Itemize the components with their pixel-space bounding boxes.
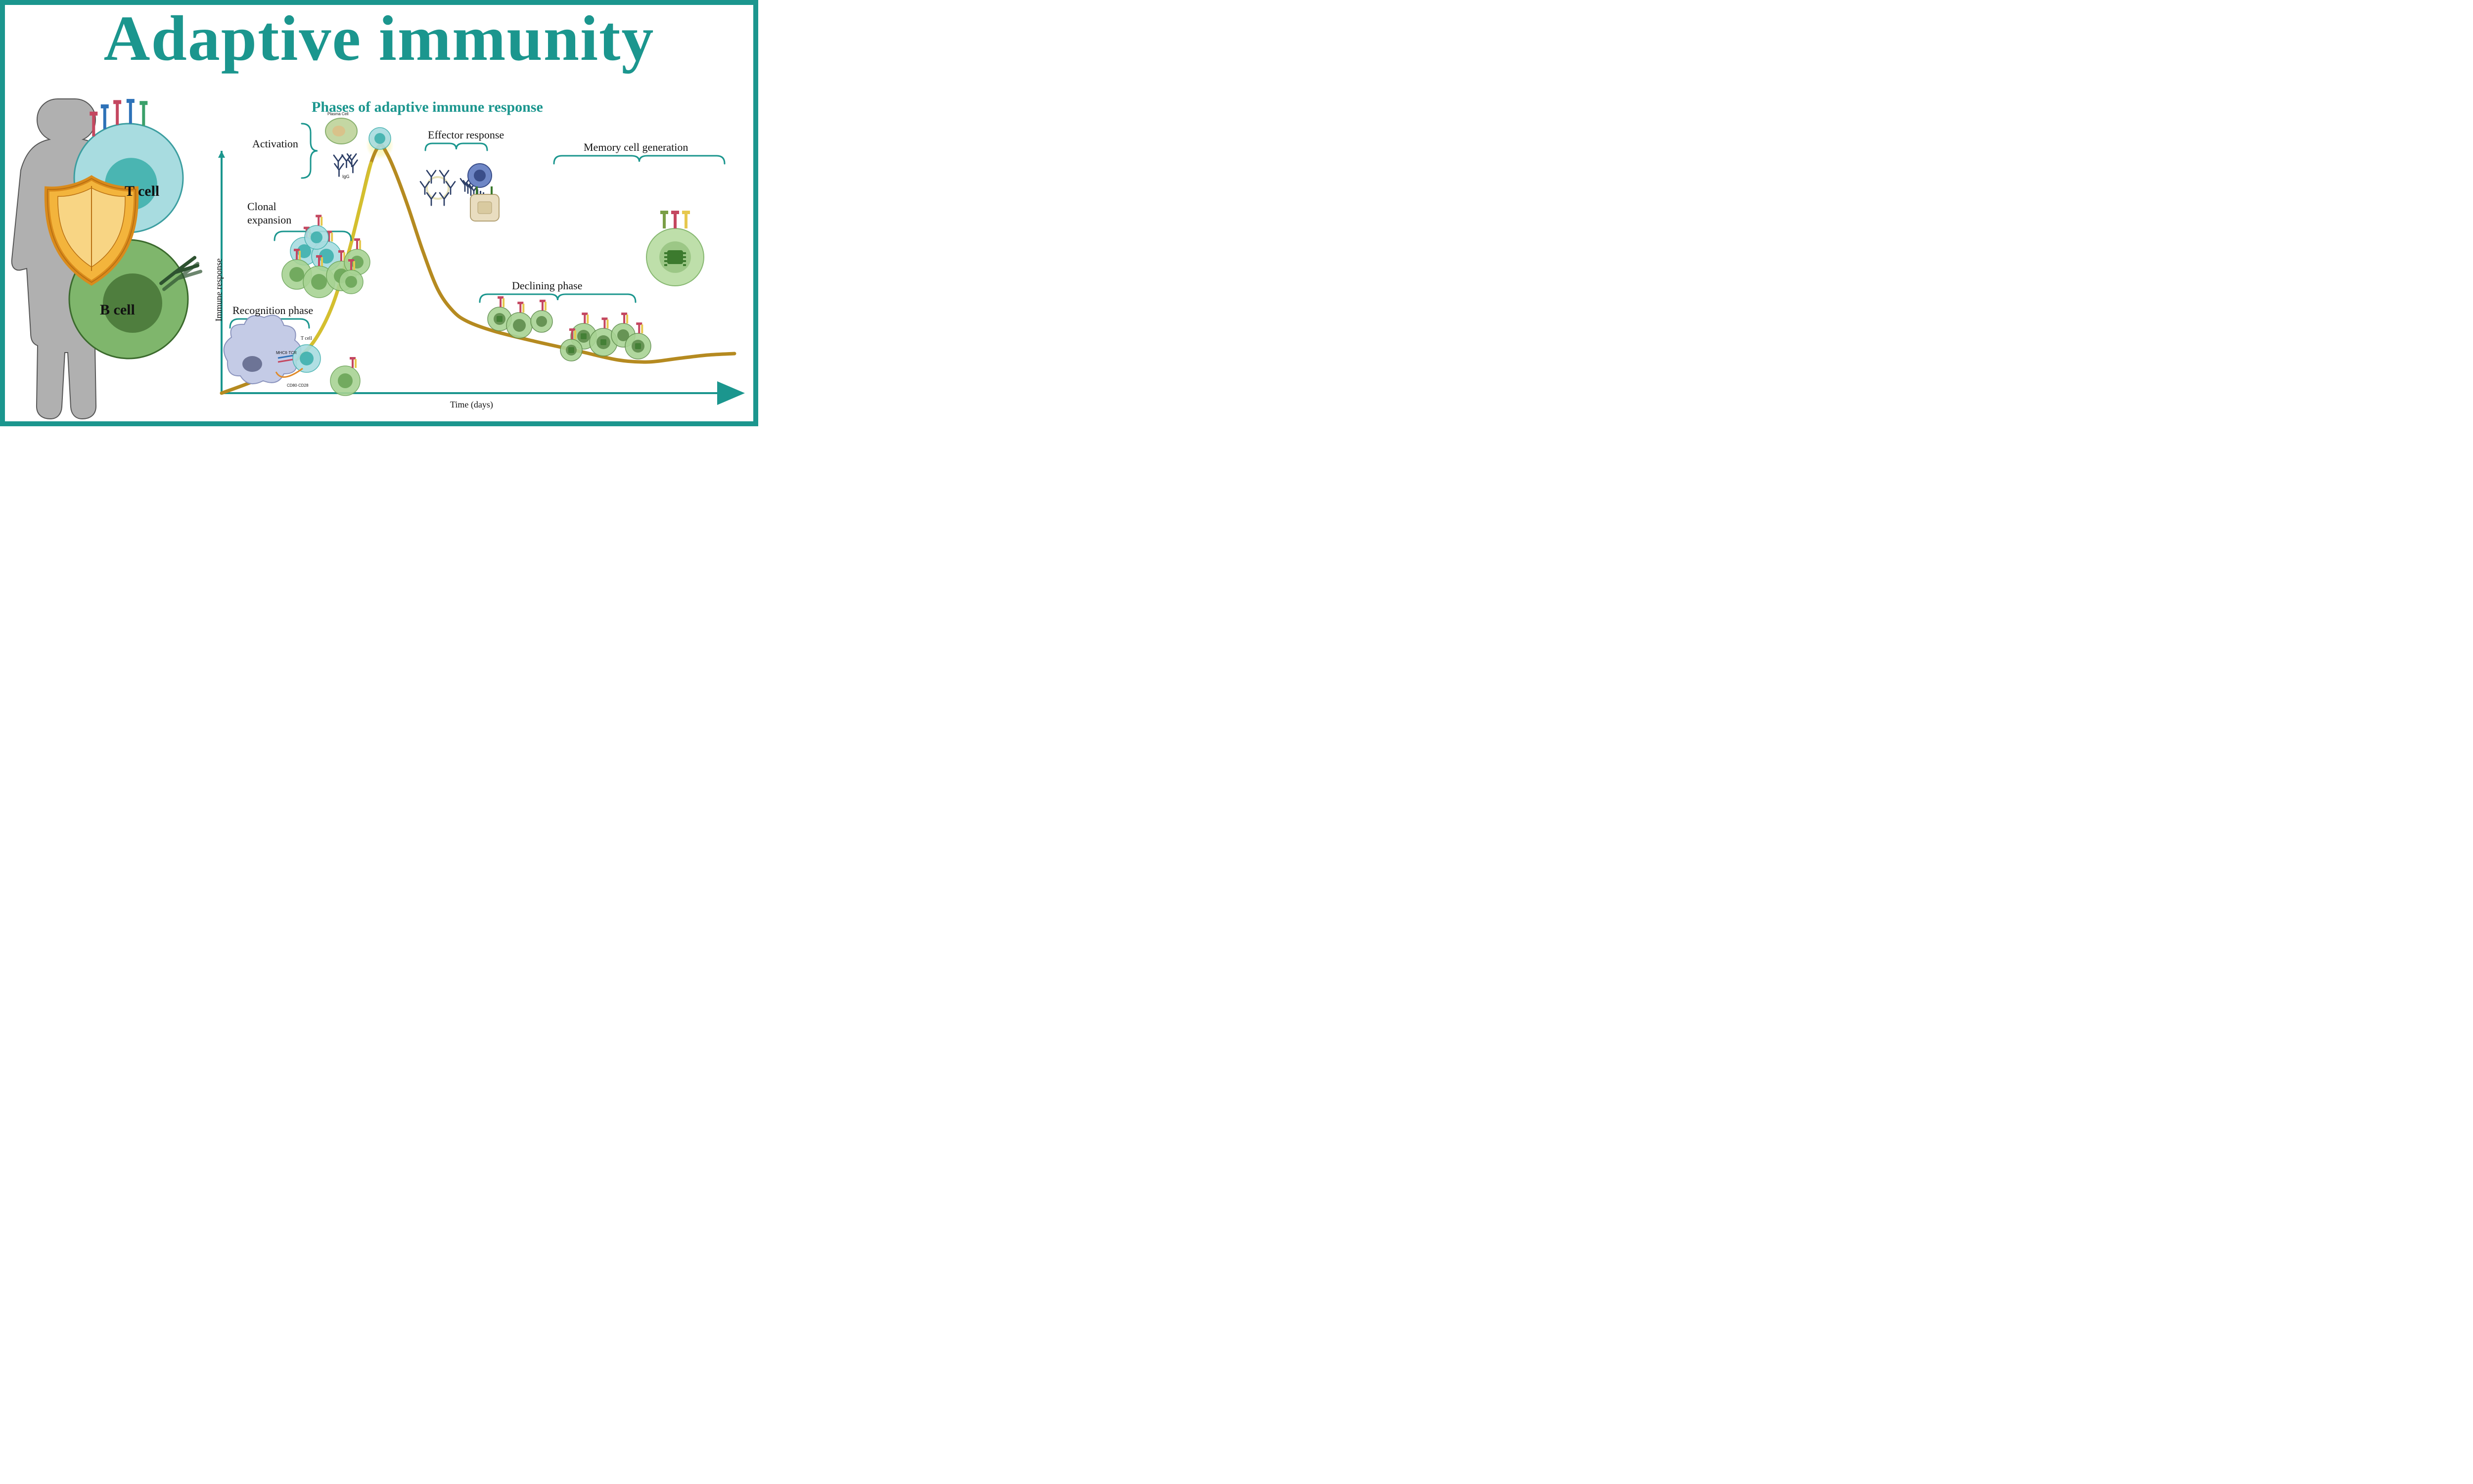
activation-scene: Plasma Cell IgG (325, 112, 391, 179)
label-memory: Memory cell generation (584, 141, 688, 154)
label-declining: Declining phase (512, 279, 582, 292)
declining-scene (488, 296, 651, 361)
memory-cell-scene (646, 211, 704, 286)
phase-braces (230, 124, 725, 328)
label-effector: Effector response (428, 129, 504, 141)
diagram-frame: Adaptive immunity Phases of adaptive imm… (0, 0, 758, 426)
tcell-label: T cell (125, 183, 159, 200)
effector-scene (420, 164, 499, 221)
bcell-label: B cell (100, 302, 135, 318)
svg-text:MHCII·TCR: MHCII·TCR (276, 351, 297, 355)
svg-text:CD80·CD28: CD80·CD28 (287, 383, 309, 388)
label-activation: Activation (252, 137, 298, 150)
x-axis-label: Time (days) (450, 400, 493, 410)
svg-text:T cell: T cell (301, 336, 312, 341)
label-clonal-1: Clonal (247, 200, 276, 213)
y-axis-label: Immune response (214, 259, 224, 321)
svg-text:IgG: IgG (342, 174, 350, 179)
svg-text:Plasma Cell: Plasma Cell (327, 112, 349, 116)
diagram-svg: T cell MHCII·TCR CD80·CD28 Plasma Cell IgG (5, 5, 753, 421)
body-illustration (12, 99, 201, 419)
label-clonal-2: expansion (247, 214, 291, 226)
label-recognition: Recognition phase (232, 304, 313, 317)
